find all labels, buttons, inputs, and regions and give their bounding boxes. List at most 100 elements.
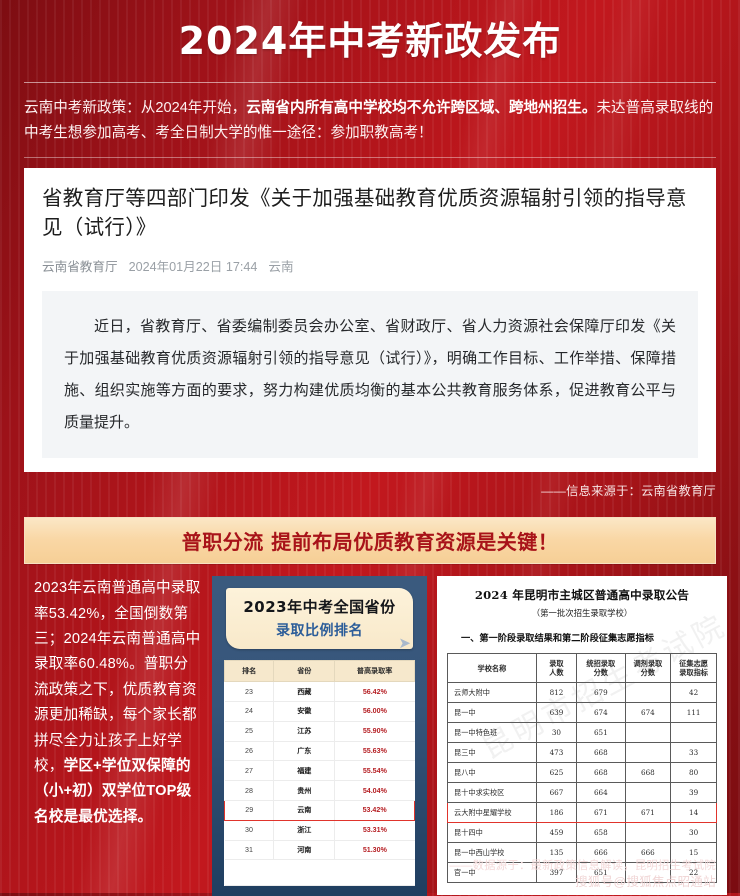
lede-text-bold: 云南省内所有高中学校均不允许跨区域、跨地州招生。 xyxy=(246,99,597,116)
school-cell-score1: 679 xyxy=(576,682,626,704)
article-source-line: ——信息来源于：云南省教育厅 xyxy=(541,484,716,499)
rank-cell-rate: 56.42% xyxy=(334,681,415,703)
rank-cell-province: 浙江 xyxy=(273,820,336,841)
school-panel: 昆明市招生考试院 2024 年昆明市主城区普通高中录取公告 （第一批次招生录取学… xyxy=(437,576,727,896)
rank-cell-rank: 23 xyxy=(224,681,275,703)
highlight-banner: 普职分流 提前布局优质教育资源是关键！ xyxy=(24,517,716,565)
school-cell-score2 xyxy=(624,682,672,704)
school-panel-section-heading: 一、第一阶段录取结果和第二阶段征集志愿指标 xyxy=(461,633,654,645)
rank-cell-rank: 27 xyxy=(224,760,275,782)
school-cell-score1: 668 xyxy=(576,742,626,764)
school-cell-admitted: 667 xyxy=(535,782,578,804)
rank-cell-province: 贵州 xyxy=(273,780,336,801)
article-source: 云南省教育厅 xyxy=(42,260,118,275)
table-row: 30 浙江 53.31% xyxy=(224,820,415,841)
school-col-name: 学校名称 xyxy=(447,653,537,684)
school-table-header-row: 学校名称 录取 人数 统招录取 分数 调剂录取 分数 征集志愿 录取指标 xyxy=(447,653,717,684)
rank-panel-header: 2023年中考全国省份 录取比例排名 ➤ xyxy=(226,588,413,653)
school-cell-score2 xyxy=(624,722,672,744)
school-cell-quota: 80 xyxy=(670,762,717,784)
table-row: 昆三中 473 668 33 xyxy=(447,742,717,764)
school-table-body: 云师大附中 812 679 42 昆一中 639 674 674 111 昆一中特色班 30 651 昆… xyxy=(447,682,717,884)
rank-cell-province: 福建 xyxy=(273,760,336,782)
rank-col-rank: 排名 xyxy=(223,660,275,683)
table-row: 25 江苏 55.90% xyxy=(224,721,415,742)
table-row: 23 西藏 56.42% xyxy=(224,681,415,703)
rank-cell-rate: 55.63% xyxy=(334,741,415,762)
school-cell-name: 昆十中求实校区 xyxy=(447,782,537,804)
table-row-spacer xyxy=(224,859,415,887)
rank-table-body: 23 西藏 56.42% 24 安徽 56.00% 25 江苏 55.90% 26 广东 55.63%… xyxy=(223,681,415,887)
school-cell-score1: 668 xyxy=(576,762,626,784)
page-title: 2024年中考新政发布 xyxy=(178,19,562,63)
rank-cell-rank: 25 xyxy=(224,721,275,742)
table-row: 27 福建 55.54% xyxy=(224,760,415,782)
school-cell-quota: 42 xyxy=(670,682,717,704)
school-cell-score2: 674 xyxy=(624,702,672,724)
school-cell-name: 昆十四中 xyxy=(447,822,537,844)
table-row: 昆一中西山学校 135 666 666 15 xyxy=(447,842,717,864)
article-region: 云南 xyxy=(268,260,294,275)
school-cell-admitted: 186 xyxy=(535,802,578,824)
rank-cell-rate: 54.04% xyxy=(334,780,415,801)
school-cell-quota: 22 xyxy=(670,862,717,884)
rank-cell-rank: 29 xyxy=(223,800,275,821)
rank-cell-rate: 53.42% xyxy=(334,800,415,821)
lede-text-2: 未达普高录取线的中考生想参加高考、考全日制大学的惟一途径：参加职教高考！ xyxy=(24,99,714,141)
school-cell-admitted: 812 xyxy=(535,682,578,704)
arrow-icon: ➤ xyxy=(398,635,411,653)
table-row: 29 云南 53.42% xyxy=(223,800,415,821)
school-cell-admitted: 625 xyxy=(535,762,578,784)
school-cell-score1: 674 xyxy=(576,702,626,724)
rank-panel: 2023年中考全国省份 录取比例排名 ➤ 排名 省份 普高录取率 23 西藏 56.… xyxy=(212,576,427,896)
masthead-divider xyxy=(24,81,716,83)
school-panel-subtitle: （第一批次招生录取学校） xyxy=(531,608,633,619)
article-meta: 云南省教育厅 2024年01月22日 17:44 云南 xyxy=(42,256,698,275)
school-cell-score1: 658 xyxy=(576,822,626,844)
school-cell-admitted: 30 xyxy=(535,722,578,744)
article-title: 省教育厅等四部门印发《关于加强基础教育优质资源辐射引领的指导意见（试行）》 xyxy=(42,186,687,240)
school-panel-title: 2024 年昆明市主城区普通高中录取公告 xyxy=(474,588,690,603)
rank-cell-province: 西藏 xyxy=(273,681,336,703)
school-col-quota: 征集志愿 录取指标 xyxy=(670,653,717,684)
table-row: 31 河南 51.30% xyxy=(224,840,415,861)
table-row: 24 安徽 56.00% xyxy=(224,701,415,722)
rank-table: 排名 省份 普高录取率 23 西藏 56.42% 24 安徽 56.00% 25 江苏 55.9… xyxy=(223,660,415,887)
table-row: 28 贵州 54.04% xyxy=(224,780,415,801)
table-row: 云大附中星耀学校 186 671 671 14 xyxy=(447,802,717,824)
article-card: 省教育厅等四部门印发《关于加强基础教育优质资源辐射引领的指导意见（试行）》 云南… xyxy=(24,167,716,473)
rank-cell-rate: 55.54% xyxy=(334,760,415,782)
school-cell-score2: 668 xyxy=(624,762,672,784)
rank-cell-rank: 24 xyxy=(224,701,275,722)
table-row: 26 广东 55.63% xyxy=(224,741,415,762)
school-cell-quota: 14 xyxy=(670,802,717,824)
rank-cell-rate: 55.90% xyxy=(334,721,415,742)
school-cell-name: 昆八中 xyxy=(447,762,537,784)
school-cell-name: 云大附中星耀学校 xyxy=(447,802,537,824)
rank-cell-province: 江苏 xyxy=(273,721,336,742)
school-col-admitted: 录取 人数 xyxy=(535,653,578,684)
school-cell-admitted: 397 xyxy=(535,862,578,884)
school-table: 学校名称 录取 人数 统招录取 分数 调剂录取 分数 征集志愿 录取指标 云师大附中 81… xyxy=(447,653,717,884)
rank-cell-rate: 53.31% xyxy=(334,820,415,841)
rank-cell-rate: 51.30% xyxy=(334,840,415,861)
masthead: 2024年中考新政发布 xyxy=(0,0,740,83)
left-commentary-text: 2023年云南普通高中录取率53.42%，全国倒数第三；2024年云南普通高中录… xyxy=(34,580,201,775)
lede-paragraph: 云南中考新政策：从2024年开始，云南省内所有高中学校均不允许跨区域、跨地州招生… xyxy=(24,96,716,146)
school-cell-score1: 664 xyxy=(576,782,626,804)
highlight-banner-text: 普职分流 提前布局优质教育资源是关键！ xyxy=(181,530,559,555)
rank-cell-rank: 28 xyxy=(224,780,275,801)
rank-cell-rank: 30 xyxy=(224,820,275,841)
school-cell-score1: 651 xyxy=(576,722,626,744)
school-cell-name: 昆一中特色班 xyxy=(447,722,537,744)
school-cell-name: 昆一中 xyxy=(447,702,537,724)
rank-cell-rank: 26 xyxy=(224,741,275,762)
school-cell-quota: 39 xyxy=(670,782,717,804)
lede-divider xyxy=(24,156,716,158)
school-col-score2: 调剂录取 分数 xyxy=(624,653,672,684)
table-row: 官一中 397 651 22 xyxy=(447,862,717,884)
school-cell-score2 xyxy=(624,782,672,804)
rank-table-header-row: 排名 省份 普高录取率 xyxy=(223,660,415,683)
school-cell-score1: 651 xyxy=(576,862,626,884)
